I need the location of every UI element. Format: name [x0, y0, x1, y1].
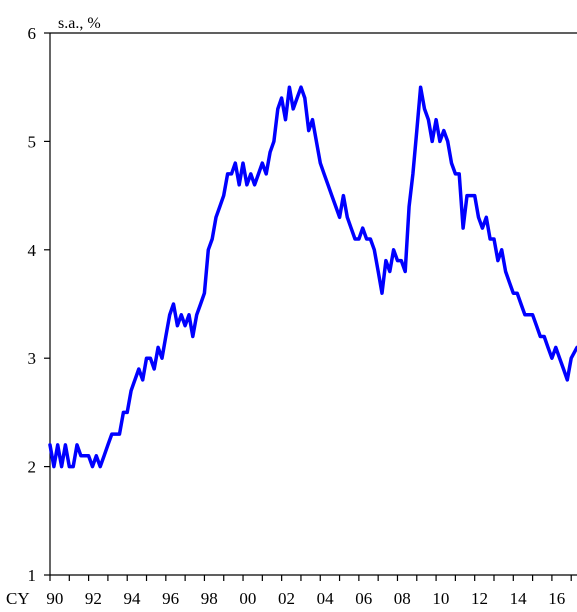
x-tick-label: 92: [85, 589, 102, 608]
x-tick-label: 90: [46, 589, 63, 608]
x-tick-label: 96: [162, 589, 179, 608]
x-tick-label: 94: [124, 589, 142, 608]
x-axis-prefix: CY: [6, 589, 30, 608]
x-tick-label: 98: [201, 589, 218, 608]
x-tick-label: 10: [432, 589, 449, 608]
x-tick-label: 02: [278, 589, 295, 608]
x-tick-label: 00: [239, 589, 256, 608]
x-tick-label: 08: [394, 589, 411, 608]
y-tick-label: 5: [28, 132, 37, 151]
y-tick-label: 1: [28, 566, 37, 585]
x-tick-label: 14: [510, 589, 528, 608]
unit-label: s.a., %: [58, 15, 101, 32]
y-tick-label: 4: [28, 241, 37, 260]
axes: [44, 32, 577, 581]
y-tick-label: 2: [28, 458, 37, 477]
x-tick-label: 12: [471, 589, 488, 608]
series-layer: [48, 85, 577, 469]
x-tick-label: 06: [355, 589, 372, 608]
y-tick-label: 6: [28, 24, 37, 43]
series-line: [48, 85, 577, 469]
x-tick-label: 16: [548, 589, 565, 608]
y-tick-label: 3: [28, 349, 37, 368]
x-tick-label: 04: [317, 589, 335, 608]
